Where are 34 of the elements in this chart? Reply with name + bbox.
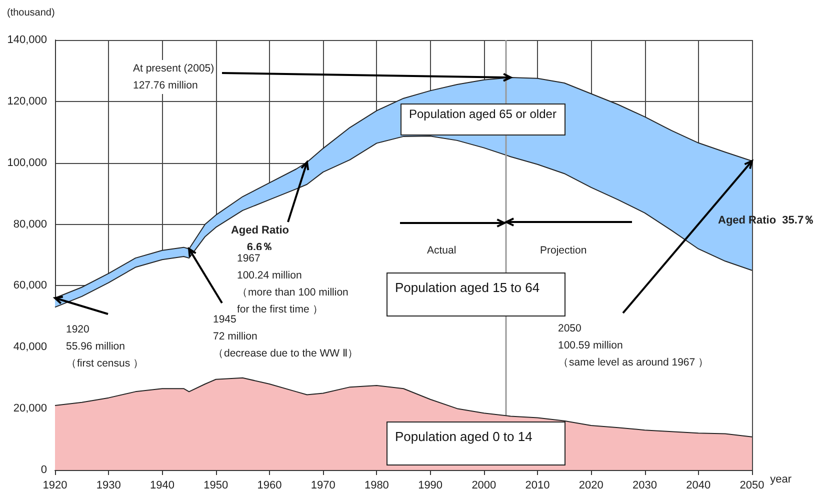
- x-tick-label: 1940: [150, 480, 174, 492]
- y-tick-label: 0: [40, 464, 47, 476]
- y-tick-label: 60,000: [13, 280, 47, 292]
- series-label: Population aged 15 to 64: [395, 278, 541, 296]
- annotation: Projection: [540, 244, 587, 256]
- x-tick-label: 2030: [632, 480, 658, 492]
- x-tick-label: 1970: [310, 480, 336, 492]
- y-axis-title: (thousand): [7, 8, 55, 18]
- x-tick-label: 1950: [204, 480, 228, 492]
- x-tick-label: 1980: [364, 480, 389, 492]
- x-tick-label: 2000: [472, 480, 496, 492]
- annotation: At present (2005) 127.76 million: [133, 62, 214, 92]
- x-tick-label: 2040: [686, 480, 711, 492]
- y-tick-label: 100,000: [7, 156, 47, 169]
- series-label: Population aged 0 to 14: [395, 428, 534, 444]
- series-label: Population aged 65 or older: [409, 106, 558, 120]
- x-tick-label: 1960: [257, 480, 282, 492]
- x-tick-label: 1990: [418, 480, 443, 492]
- y-tick-label: 80,000: [13, 218, 47, 230]
- annotation: 2050 100.59 million （same level as around 1967 ）: [558, 322, 709, 368]
- x-tick-label: 2050: [740, 480, 764, 492]
- y-tick-label: 40,000: [13, 341, 47, 354]
- x-tick-label: 2010: [525, 480, 550, 492]
- annotation: 1920 55.96 million （first census ）: [66, 324, 144, 370]
- annotation: Actual: [427, 244, 456, 256]
- y-tick-label: 120,000: [7, 95, 47, 108]
- y-tick-label: 20,000: [13, 402, 47, 415]
- x-tick-label: 1920: [42, 480, 68, 492]
- x-axis-title: year: [770, 474, 792, 486]
- annotation: 1967 100.24 million （more than 100 million for the first time ）: [237, 252, 349, 316]
- annotation: 1945 72 million （decrease due to the WW Ⅱ）: [213, 314, 359, 360]
- y-tick-label: 140,000: [7, 34, 47, 46]
- x-tick-label: 1930: [96, 480, 121, 492]
- x-tick-label: 2020: [578, 480, 604, 492]
